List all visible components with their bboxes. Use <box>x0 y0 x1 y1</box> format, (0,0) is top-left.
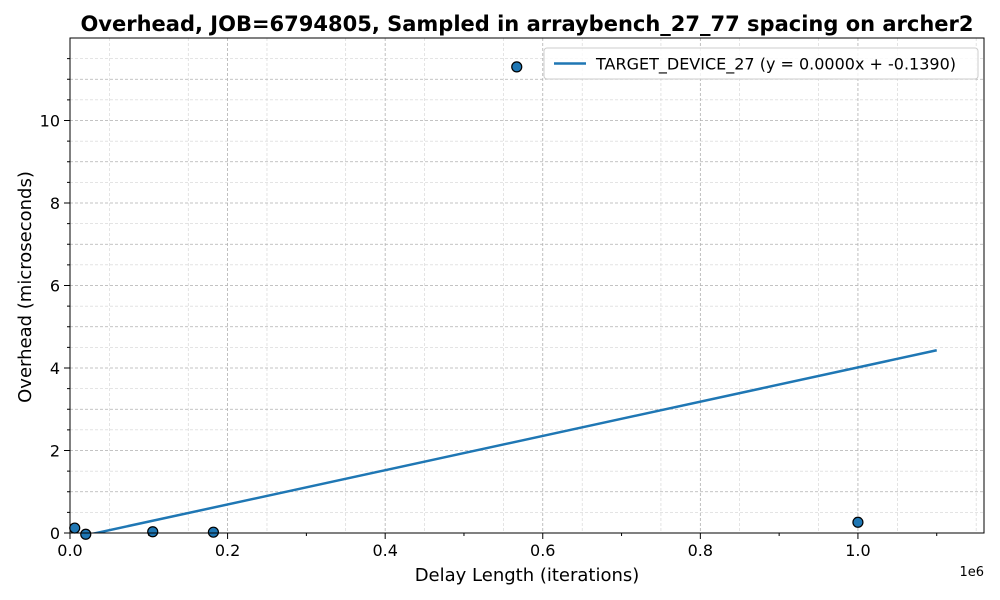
y-tick-label: 2 <box>50 442 60 461</box>
scatter-points <box>69 61 864 540</box>
x-tick-label: 1.0 <box>845 541 870 560</box>
y-tick-label: 6 <box>50 277 60 296</box>
fit-line-layer <box>90 349 937 533</box>
y-tick-label: 10 <box>40 112 60 131</box>
scatter-point <box>69 522 81 534</box>
y-tick-label: 8 <box>50 194 60 213</box>
legend-box <box>543 47 979 80</box>
x-axis-label: Delay Length (iterations) <box>415 565 640 586</box>
x-axis-offset-label: 1e6 <box>959 565 984 580</box>
legend-label: TARGET_DEVICE_27 (y = 0.0000x + -0.1390) <box>595 55 956 75</box>
scatter-point <box>852 516 864 528</box>
x-tick-label: 0.4 <box>372 541 397 560</box>
x-tick-label: 0.2 <box>215 541 240 560</box>
scatter-point <box>147 526 159 538</box>
scatter-point <box>511 61 523 73</box>
y-tick-label: 4 <box>50 359 60 378</box>
scatter-point <box>207 526 220 538</box>
legend: TARGET_DEVICE_27 (y = 0.0000x + -0.1390) <box>543 47 979 80</box>
x-tick-label: 0.6 <box>530 541 555 560</box>
chart-title: Overhead, JOB=6794805, Sampled in arrayb… <box>80 12 973 36</box>
y-tick-label: 0 <box>50 524 60 543</box>
scatter-point <box>80 528 92 540</box>
axes: 0.0 0.2 0.4 0.6 0.8 1.0 0 2 4 6 8 10 <box>40 37 985 560</box>
grid <box>69 38 984 534</box>
x-tick-label: 0.8 <box>688 541 713 560</box>
y-axis-label: Overhead (microseconds) <box>15 171 36 403</box>
fit-line-series <box>90 349 937 533</box>
x-tick-label: 0.0 <box>57 541 82 560</box>
